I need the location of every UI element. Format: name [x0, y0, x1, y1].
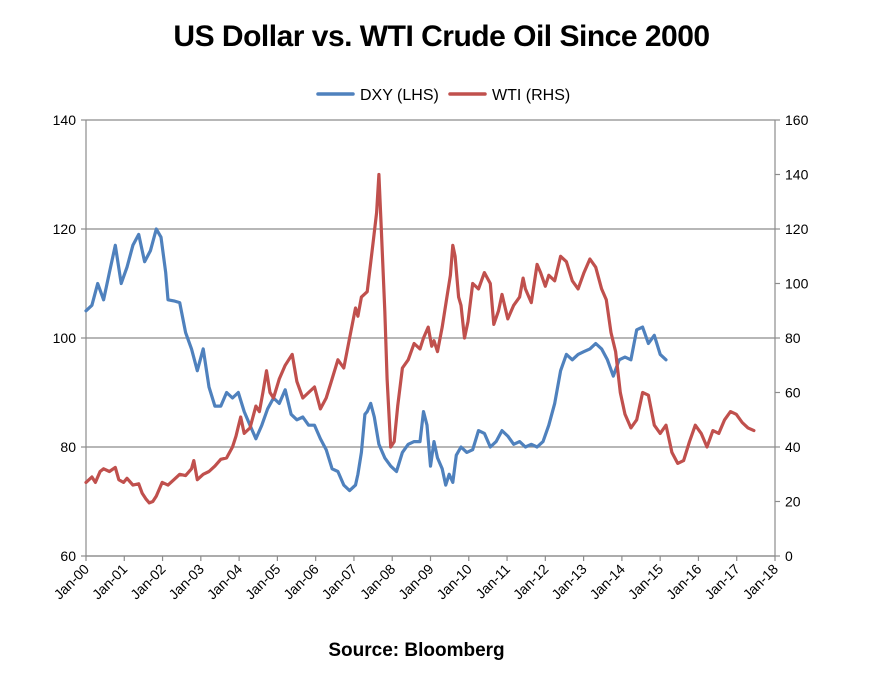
x-tick-label: Jan-05 — [242, 561, 284, 603]
x-tick-label: Jan-16 — [663, 561, 705, 603]
y-right-tick-label: 20 — [785, 494, 801, 510]
y-right-tick-label: 80 — [785, 330, 801, 346]
y-left-tick-label: 120 — [53, 221, 77, 237]
y-right-tick-label: 160 — [785, 112, 809, 128]
y-right-tick-label: 140 — [785, 167, 809, 183]
y-right-tick-label: 100 — [785, 276, 809, 292]
series-line-wti — [84, 172, 756, 505]
y-right-tick-label: 120 — [785, 221, 809, 237]
x-tick-label: Jan-17 — [701, 561, 743, 603]
chart-title: US Dollar vs. WTI Crude Oil Since 2000 — [173, 20, 710, 53]
y-left-tick-label: 140 — [53, 112, 77, 128]
series-layer — [84, 172, 756, 505]
legend-label-wti: WTI (RHS) — [492, 87, 570, 104]
y-right-tick-label: 0 — [785, 548, 793, 564]
chart-source: Source: Bloomberg — [328, 640, 505, 661]
x-tick-label: Jan-02 — [127, 561, 169, 603]
x-tick-label: Jan-10 — [433, 561, 475, 603]
x-tick-label: Jan-03 — [165, 561, 207, 603]
axes: 60 80 100 120 140 0 20 40 60 80 100 120 140 160 Jan-00… — [51, 112, 809, 602]
x-tick-label: Jan-15 — [625, 561, 667, 603]
x-tick-label: Jan-11 — [472, 561, 513, 602]
x-tick-label: Jan-12 — [510, 561, 552, 603]
y-left-tick-label: 60 — [60, 548, 76, 564]
series-line-dxy — [84, 227, 668, 493]
x-tick-label: Jan-09 — [395, 561, 437, 603]
x-tick-label: Jan-06 — [280, 561, 322, 603]
x-tick-label: Jan-07 — [318, 561, 360, 603]
x-tick-label: Jan-18 — [740, 561, 782, 603]
y-left-tick-label: 80 — [60, 439, 76, 455]
legend: DXY (LHS) WTI (RHS) — [316, 87, 570, 104]
y-left-tick-label: 100 — [53, 330, 77, 346]
x-tick-label: Jan-14 — [586, 561, 628, 603]
x-tick-label: Jan-01 — [89, 561, 131, 603]
x-tick-label: Jan-08 — [357, 561, 399, 603]
y-right-tick-label: 60 — [785, 385, 801, 401]
x-tick-label: Jan-13 — [548, 561, 590, 603]
x-tick-label: Jan-00 — [51, 561, 93, 603]
legend-label-dxy: DXY (LHS) — [360, 87, 439, 104]
x-tick-label: Jan-04 — [204, 561, 246, 603]
y-right-tick-label: 40 — [785, 439, 801, 455]
